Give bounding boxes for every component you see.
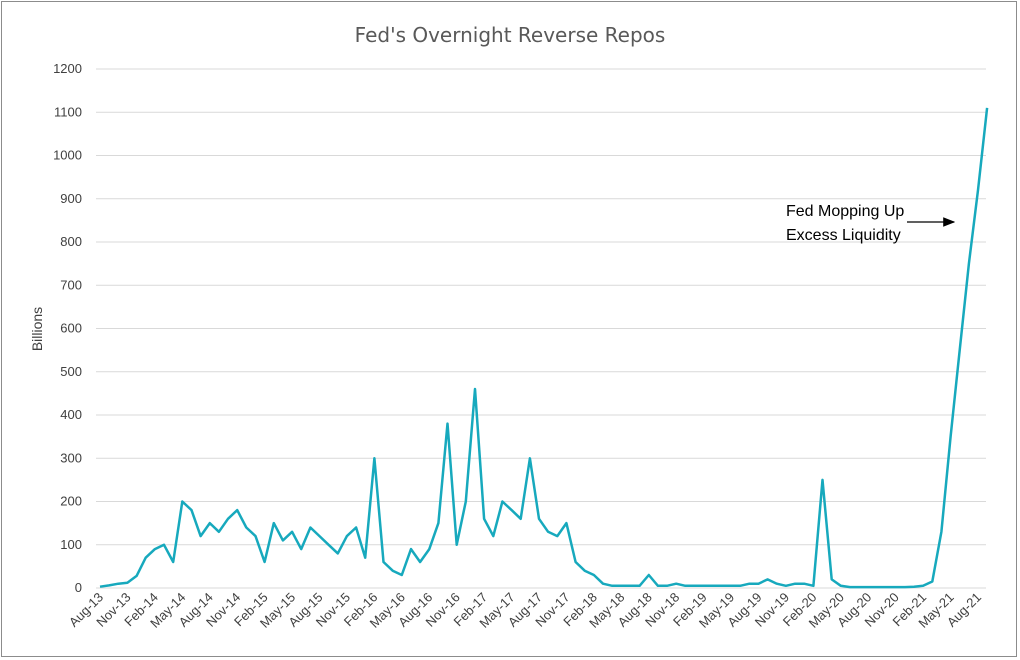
y-tick-label: 500: [60, 364, 82, 379]
annotation-line-1: Fed Mopping Up: [786, 203, 904, 220]
annotation-line-2: Excess Liquidity: [786, 227, 901, 244]
y-tick-label: 300: [60, 450, 82, 465]
y-tick-label: 700: [60, 277, 82, 292]
gridlines: [96, 68, 986, 589]
y-tick-label: 600: [60, 321, 82, 336]
annotation: Fed Mopping Up Excess Liquidity: [786, 203, 956, 244]
y-tick-label: 1000: [53, 148, 82, 163]
chart-title: Fed's Overnight Reverse Repos: [355, 23, 666, 47]
series-line: [99, 107, 989, 589]
y-tick-label: 400: [60, 407, 82, 422]
x-tick-labels: Aug-13Nov-13Feb-14May-14Aug-14Nov-14Feb-…: [66, 590, 984, 631]
y-tick-label: 900: [60, 191, 82, 206]
y-tick-label: 200: [60, 494, 82, 509]
y-tick-label: 1100: [54, 104, 82, 119]
y-tick-label: 100: [60, 537, 82, 552]
y-tick-label: 1200: [53, 61, 82, 76]
y-tick-label: 800: [60, 234, 82, 249]
y-tick-labels: 0 100 200 300 400 500 600 700 800 900 1000 1100 1200: [53, 61, 82, 595]
y-axis-label: Billions: [29, 307, 45, 351]
y-tick-label: 0: [75, 580, 82, 595]
